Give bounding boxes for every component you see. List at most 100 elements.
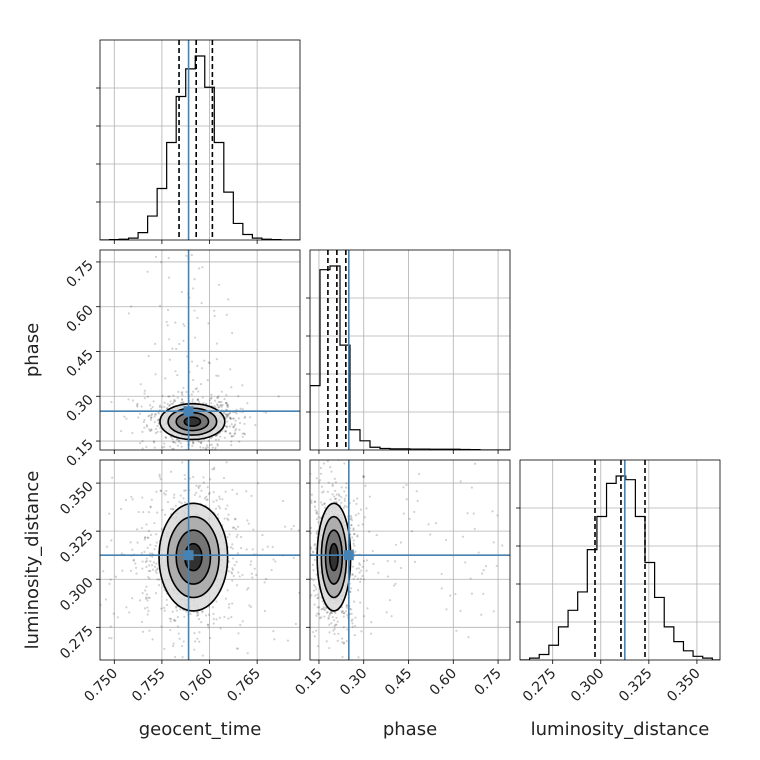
scatter-point xyxy=(158,405,161,408)
scatter-point xyxy=(350,661,352,663)
scatter-point xyxy=(136,404,139,407)
scatter-point xyxy=(311,563,315,566)
scatter-point xyxy=(210,393,213,396)
scatter-point xyxy=(208,361,211,365)
scatter-point xyxy=(362,578,366,581)
scatter-point xyxy=(125,606,128,609)
scatter-point xyxy=(243,422,246,425)
scatter-point xyxy=(482,592,485,595)
scatter-point xyxy=(251,576,254,579)
scatter-point xyxy=(131,597,134,600)
scatter-point xyxy=(191,442,195,445)
scatter-point xyxy=(171,610,174,613)
scatter-point xyxy=(211,446,214,449)
scatter-point xyxy=(235,647,238,650)
scatter-point xyxy=(359,508,363,511)
scatter-point xyxy=(319,501,323,504)
scatter-point xyxy=(365,559,369,562)
scatter-point xyxy=(256,482,260,485)
scatter-point xyxy=(290,528,293,531)
scatter-point xyxy=(227,606,231,609)
scatter-point xyxy=(226,589,229,592)
scatter-point xyxy=(172,618,176,621)
scatter-point xyxy=(163,401,166,404)
scatter-point xyxy=(141,630,145,633)
scatter-point xyxy=(167,256,170,260)
scatter-point xyxy=(385,611,388,614)
x-tick-label: 0.275 xyxy=(520,666,560,706)
scatter-point xyxy=(349,587,353,590)
scatter-point xyxy=(152,400,155,403)
scatter-point xyxy=(321,600,324,603)
scatter-point xyxy=(353,544,356,547)
scatter-point xyxy=(136,402,139,405)
scatter-point xyxy=(226,406,229,409)
scatter-point xyxy=(215,374,218,377)
scatter-point xyxy=(102,570,105,573)
scatter-point xyxy=(217,400,220,404)
scatter-point xyxy=(387,451,389,453)
scatter-point xyxy=(226,404,229,408)
x-tick-label: 0.45 xyxy=(382,666,415,699)
scatter-point xyxy=(340,486,343,489)
scatter-point xyxy=(228,411,232,415)
scatter-point xyxy=(174,321,177,324)
scatter-point xyxy=(346,604,349,607)
scatter-point xyxy=(491,510,494,513)
scatter-point xyxy=(193,631,196,635)
scatter-point xyxy=(153,446,156,449)
scatter-point xyxy=(402,486,405,489)
scatter-point xyxy=(330,611,333,614)
scatter-point xyxy=(360,630,363,633)
scatter-point xyxy=(182,640,185,643)
scatter-point xyxy=(206,498,209,501)
scatter-point xyxy=(351,565,355,568)
scatter-point xyxy=(180,397,184,401)
scatter-point xyxy=(215,403,219,406)
scatter-point xyxy=(158,404,162,407)
scatter-point xyxy=(181,461,184,464)
scatter-point xyxy=(155,562,158,565)
scatter-point xyxy=(226,414,230,417)
scatter-point xyxy=(327,617,330,620)
scatter-point xyxy=(164,493,167,496)
scatter-point xyxy=(144,597,148,600)
scatter-point xyxy=(351,519,354,522)
scatter-point xyxy=(149,505,152,508)
scatter-point xyxy=(229,417,232,420)
scatter-point xyxy=(240,535,243,539)
scatter-point xyxy=(179,401,182,404)
scatter-point xyxy=(228,432,232,435)
scatter-point xyxy=(317,612,321,616)
scatter-point xyxy=(172,642,175,645)
scatter-point xyxy=(232,426,236,429)
scatter-point xyxy=(337,493,340,496)
scatter-point xyxy=(362,474,365,478)
scatter-point xyxy=(315,588,318,591)
scatter-point xyxy=(212,612,215,615)
scatter-point xyxy=(178,637,181,640)
scatter-point xyxy=(201,396,204,399)
scatter-point xyxy=(455,629,458,632)
scatter-point xyxy=(263,609,267,613)
scatter-point xyxy=(277,395,280,398)
scatter-point xyxy=(218,400,222,404)
scatter-point xyxy=(207,626,210,629)
scatter-point xyxy=(197,485,200,488)
x-tick-label: 0.15 xyxy=(292,666,325,699)
scatter-point xyxy=(317,521,320,524)
scatter-point xyxy=(182,322,185,326)
panel-border xyxy=(99,249,301,451)
scatter-point xyxy=(143,536,147,539)
scatter-point xyxy=(229,368,232,371)
scatter-point xyxy=(198,640,201,643)
scatter-point xyxy=(361,523,364,526)
scatter-point xyxy=(148,428,151,431)
scatter-point xyxy=(233,432,236,436)
scatter-point xyxy=(225,408,228,411)
scatter-point xyxy=(345,606,348,609)
scatter-point xyxy=(357,512,360,515)
scatter-point xyxy=(163,442,166,445)
scatter-point xyxy=(168,403,172,406)
scatter-point xyxy=(315,510,319,513)
